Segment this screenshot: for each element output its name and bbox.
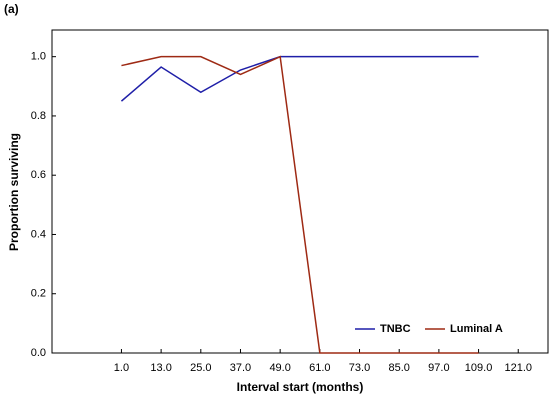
- x-tick-label: 85.0: [388, 362, 409, 374]
- y-tick-label: 0.8: [31, 110, 46, 122]
- chart-title: (a): [4, 2, 19, 16]
- x-axis-label: Interval start (months): [237, 380, 364, 394]
- x-tick-label: 49.0: [269, 362, 290, 374]
- x-tick-label: 61.0: [309, 362, 330, 374]
- y-tick-label: 0.4: [31, 228, 46, 240]
- y-axis-label: Proportion surviving: [7, 133, 21, 251]
- series-line: [120, 55, 479, 102]
- x-tick-label: 37.0: [230, 362, 251, 374]
- x-tick-label: 121.0: [504, 362, 532, 374]
- x-tick-label: 13.0: [150, 362, 171, 374]
- x-tick-label: 73.0: [349, 362, 370, 374]
- x-tick-label: 97.0: [428, 362, 449, 374]
- legend-label: Luminal A: [450, 323, 503, 335]
- y-tick-label: 0.2: [31, 288, 46, 300]
- x-tick-label: 25.0: [190, 362, 211, 374]
- series-line: [121, 55, 479, 354]
- plot-frame: [51, 29, 549, 354]
- y-tick-label: 1.0: [31, 51, 46, 63]
- y-tick-label: 0.6: [31, 169, 46, 181]
- legend-label: TNBC: [380, 323, 411, 335]
- y-tick-label: 0.0: [31, 347, 46, 359]
- x-tick-label: 109.0: [465, 362, 493, 374]
- x-tick-label: 1.0: [114, 362, 129, 374]
